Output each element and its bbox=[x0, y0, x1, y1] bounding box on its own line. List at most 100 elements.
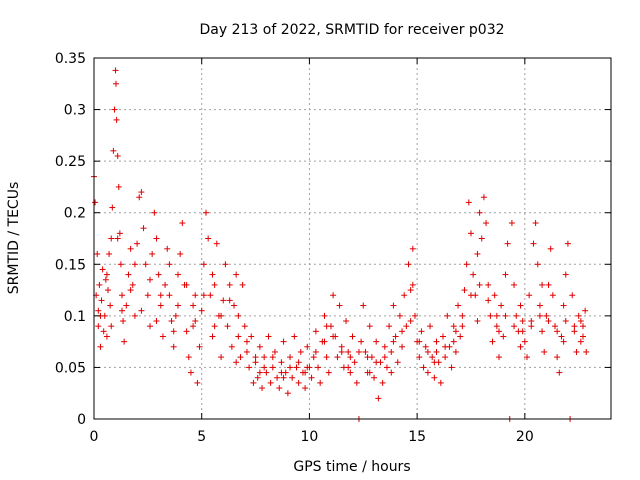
data-point bbox=[112, 80, 119, 87]
data-point bbox=[420, 364, 427, 371]
data-point bbox=[452, 348, 459, 355]
data-point bbox=[138, 307, 145, 314]
data-point bbox=[153, 318, 160, 325]
data-point bbox=[179, 220, 186, 227]
data-point bbox=[284, 390, 291, 397]
data-point bbox=[347, 369, 354, 376]
data-point bbox=[308, 374, 315, 381]
data-point bbox=[571, 328, 578, 335]
data-point bbox=[560, 302, 567, 309]
data-point bbox=[220, 297, 227, 304]
data-point bbox=[495, 328, 502, 335]
data-point bbox=[429, 354, 436, 361]
data-point bbox=[539, 281, 546, 288]
data-point bbox=[390, 338, 397, 345]
data-point bbox=[371, 374, 378, 381]
data-point bbox=[562, 318, 569, 325]
data-point bbox=[147, 323, 154, 330]
data-point bbox=[521, 338, 528, 345]
y-tick-label: 0.35 bbox=[55, 51, 86, 67]
data-point bbox=[427, 323, 434, 330]
data-point bbox=[113, 116, 120, 123]
data-point bbox=[92, 199, 99, 206]
data-point bbox=[261, 364, 268, 371]
data-point bbox=[192, 292, 199, 299]
data-point bbox=[564, 240, 571, 247]
data-point bbox=[287, 354, 294, 361]
data-point bbox=[554, 328, 561, 335]
data-point bbox=[583, 348, 590, 355]
data-point bbox=[493, 312, 500, 319]
data-point bbox=[455, 302, 462, 309]
data-point bbox=[151, 209, 158, 216]
data-point bbox=[111, 106, 118, 113]
data-point bbox=[269, 354, 276, 361]
data-point bbox=[383, 364, 390, 371]
data-point bbox=[190, 302, 197, 309]
data-point bbox=[222, 261, 229, 268]
data-point bbox=[416, 354, 423, 361]
data-point bbox=[362, 348, 369, 355]
data-point bbox=[263, 369, 270, 376]
data-point bbox=[502, 312, 509, 319]
data-point bbox=[312, 328, 319, 335]
data-point bbox=[226, 297, 233, 304]
data-point bbox=[433, 338, 440, 345]
data-point bbox=[476, 281, 483, 288]
data-point bbox=[269, 364, 276, 371]
data-point bbox=[545, 318, 552, 325]
data-point bbox=[254, 374, 261, 381]
data-point bbox=[276, 385, 283, 392]
data-point bbox=[571, 323, 578, 330]
data-point bbox=[166, 292, 173, 299]
data-point bbox=[252, 359, 259, 366]
plot-frame bbox=[93, 57, 612, 420]
data-point bbox=[109, 204, 116, 211]
data-point bbox=[411, 312, 418, 319]
data-point bbox=[196, 343, 203, 350]
data-point bbox=[547, 245, 554, 252]
data-point bbox=[153, 235, 160, 242]
data-point bbox=[444, 312, 451, 319]
data-point bbox=[175, 271, 182, 278]
data-point bbox=[121, 338, 128, 345]
data-point bbox=[95, 323, 102, 330]
data-point bbox=[554, 354, 561, 361]
data-point bbox=[228, 343, 235, 350]
data-point bbox=[530, 240, 537, 247]
data-point bbox=[304, 364, 311, 371]
data-point bbox=[480, 194, 487, 201]
data-point bbox=[381, 343, 388, 350]
data-point bbox=[200, 292, 207, 299]
data-point bbox=[280, 338, 287, 345]
data-point bbox=[523, 354, 530, 361]
data-point bbox=[500, 333, 507, 340]
data-point bbox=[366, 323, 373, 330]
y-tick-label: 0.2 bbox=[64, 206, 86, 222]
data-point bbox=[131, 312, 138, 319]
data-point bbox=[349, 333, 356, 340]
data-point bbox=[439, 333, 446, 340]
data-point bbox=[336, 302, 343, 309]
data-point bbox=[325, 369, 332, 376]
data-point bbox=[114, 152, 121, 159]
data-point bbox=[422, 343, 429, 350]
y-tick-label: 0 bbox=[77, 412, 86, 428]
data-point bbox=[231, 302, 238, 309]
data-point bbox=[138, 189, 145, 196]
data-point bbox=[457, 333, 464, 340]
data-point bbox=[485, 281, 492, 288]
data-point bbox=[323, 354, 330, 361]
data-point bbox=[330, 333, 337, 340]
data-point bbox=[194, 379, 201, 386]
data-point bbox=[470, 271, 477, 278]
data-point bbox=[271, 348, 278, 355]
data-point bbox=[560, 338, 567, 345]
data-point bbox=[166, 261, 173, 268]
data-point bbox=[379, 379, 386, 386]
data-point bbox=[528, 323, 535, 330]
data-point bbox=[345, 364, 352, 371]
data-point bbox=[315, 364, 322, 371]
data-point bbox=[450, 338, 457, 345]
data-point bbox=[396, 312, 403, 319]
